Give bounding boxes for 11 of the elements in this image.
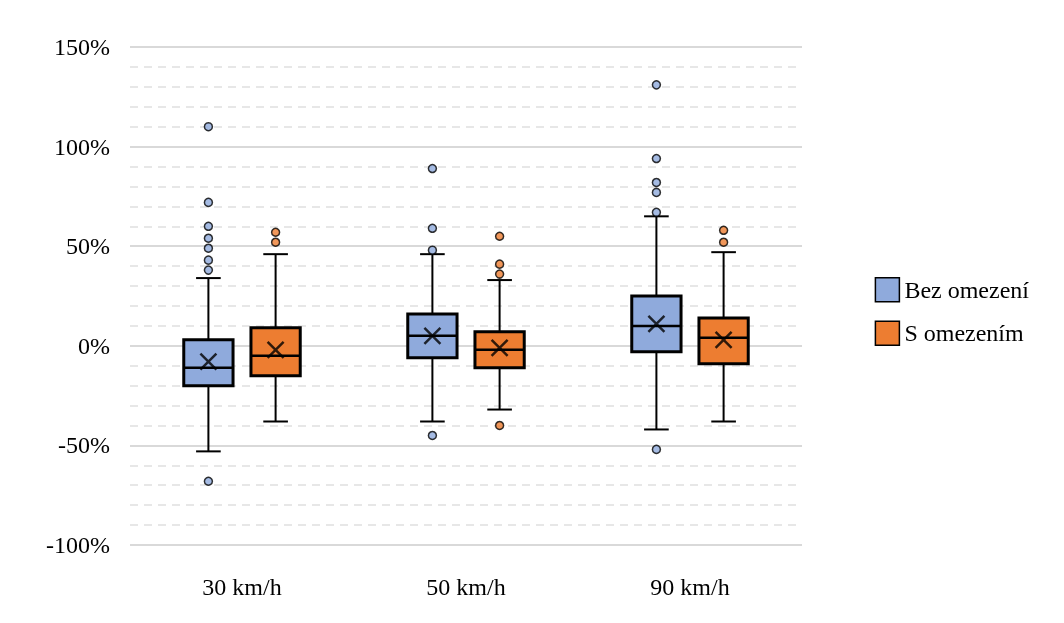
y-tick-label: -100% [46, 532, 111, 558]
legend-label: S omezením [904, 320, 1025, 347]
y-tick-label: 50% [66, 233, 110, 260]
y-tick-label: 100% [54, 133, 110, 160]
y-tick-label: 0% [78, 332, 110, 359]
legend-label: Bez omezení [904, 276, 1030, 303]
x-tick-label: 30 km/h [202, 574, 282, 600]
x-tick-label: 50 km/h [426, 574, 506, 600]
y-tick-label: -50% [58, 432, 111, 459]
y-tick-label: 150% [54, 34, 110, 60]
x-tick-label: 90 km/h [650, 574, 730, 600]
